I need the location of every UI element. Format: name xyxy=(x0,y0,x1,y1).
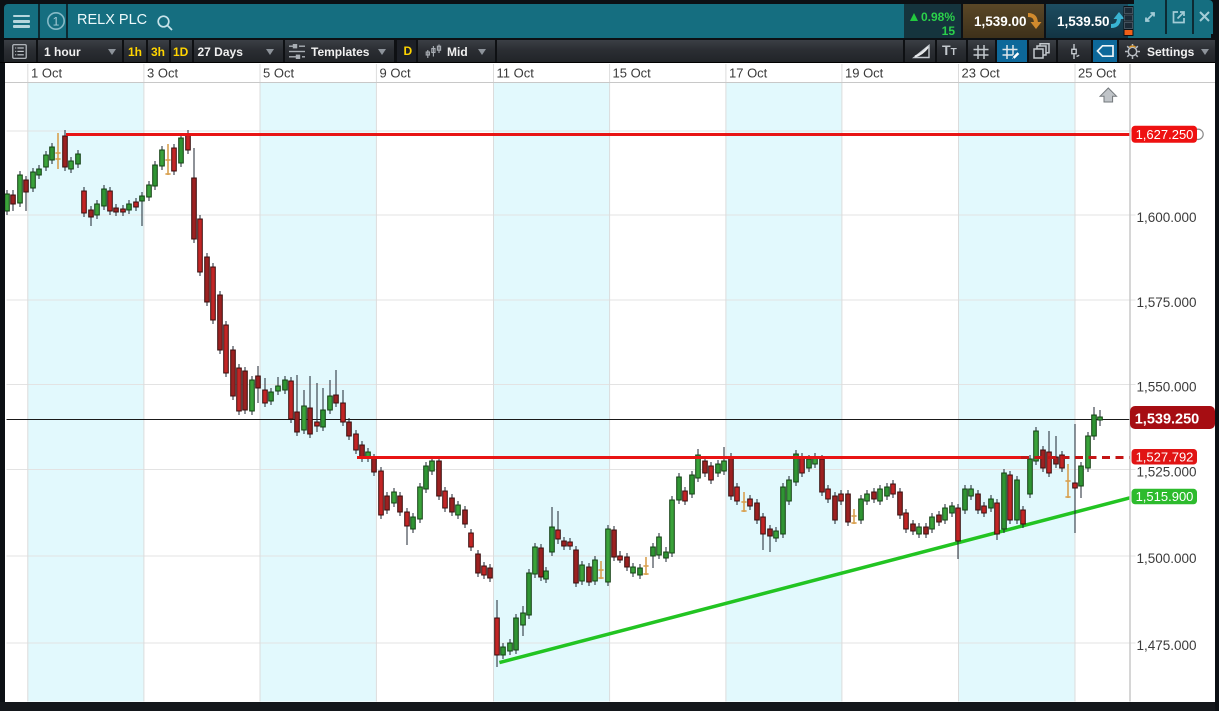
svg-text:1,550.000: 1,550.000 xyxy=(1137,379,1197,394)
svg-text:17 Oct: 17 Oct xyxy=(729,66,768,81)
svg-text:23 Oct: 23 Oct xyxy=(962,66,1001,81)
svg-text:1,527.792: 1,527.792 xyxy=(1136,449,1194,464)
svg-text:1 Oct: 1 Oct xyxy=(31,66,62,81)
svg-text:1,515.900: 1,515.900 xyxy=(1136,489,1194,504)
svg-text:25 Oct: 25 Oct xyxy=(1078,66,1117,81)
svg-text:1,475.000: 1,475.000 xyxy=(1137,638,1197,653)
svg-text:1,600.000: 1,600.000 xyxy=(1137,210,1197,225)
svg-text:11 Oct: 11 Oct xyxy=(497,66,535,81)
svg-text:9 Oct: 9 Oct xyxy=(380,66,411,81)
svg-text:1: 1 xyxy=(53,15,60,29)
svg-text:1,539.250: 1,539.250 xyxy=(1135,412,1200,428)
svg-text:5 Oct: 5 Oct xyxy=(263,66,294,81)
svg-text:3 Oct: 3 Oct xyxy=(147,66,178,81)
svg-text:15 Oct: 15 Oct xyxy=(613,66,652,81)
svg-text:1,500.000: 1,500.000 xyxy=(1137,551,1197,566)
svg-text:1,627.250: 1,627.250 xyxy=(1136,127,1194,142)
svg-text:1,525.000: 1,525.000 xyxy=(1137,464,1197,479)
svg-text:19 Oct: 19 Oct xyxy=(845,66,884,81)
svg-text:1,575.000: 1,575.000 xyxy=(1137,295,1197,310)
